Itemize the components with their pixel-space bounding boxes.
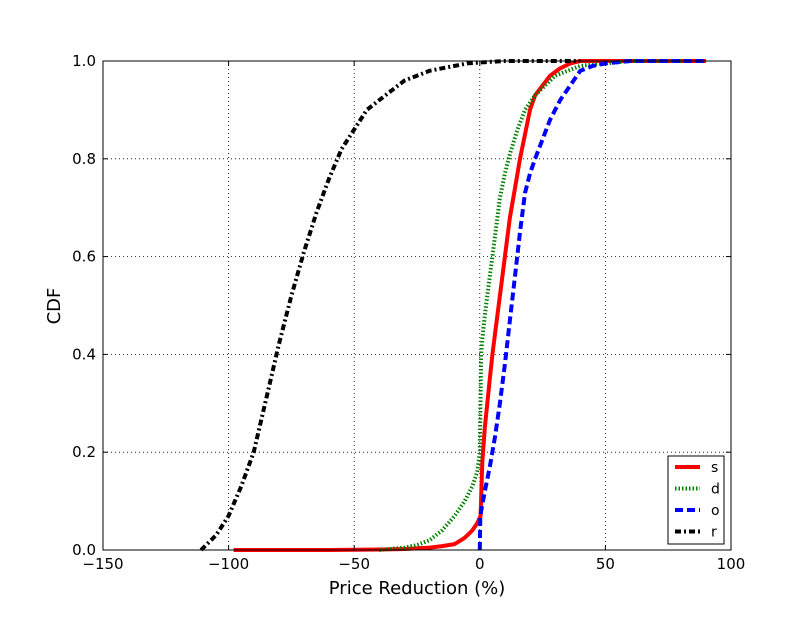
legend-label-s: s	[711, 460, 718, 476]
y-tick-label: 0.2	[72, 443, 96, 461]
y-tick-label: 1.0	[72, 52, 96, 70]
x-tick-label: −100	[208, 555, 249, 573]
y-axis-label: CDF	[44, 288, 65, 325]
x-tick-label: 100	[717, 555, 746, 573]
series-layer	[199, 59, 706, 552]
y-tick-label: 0.0	[72, 541, 96, 559]
legend-label-r: r	[711, 525, 717, 541]
grid-layer	[103, 61, 731, 550]
y-tick-label: 0.4	[72, 345, 96, 363]
series-line-s	[233, 59, 706, 552]
x-tick-label: 50	[596, 555, 615, 573]
y-tick-label: 0.6	[72, 248, 96, 266]
plot-area-background	[103, 61, 731, 550]
legend-label-o: o	[711, 503, 720, 519]
tick-layer: −150 −100 −50 0 50 100 0.0 0.2 0.4 0.6 0.8 1.0	[72, 52, 745, 573]
series-line-r	[199, 59, 581, 552]
plot-frame	[102, 60, 732, 551]
series-line-o	[477, 59, 706, 551]
x-axis-label: Price Reduction (%)	[329, 578, 505, 599]
x-tick-label: −50	[338, 555, 370, 573]
x-tick-label: 0	[475, 555, 485, 573]
legend-label-d: d	[711, 482, 720, 498]
y-tick-label: 0.8	[72, 150, 96, 168]
x-tick-label: −150	[82, 555, 123, 573]
legend-frame	[667, 455, 725, 545]
